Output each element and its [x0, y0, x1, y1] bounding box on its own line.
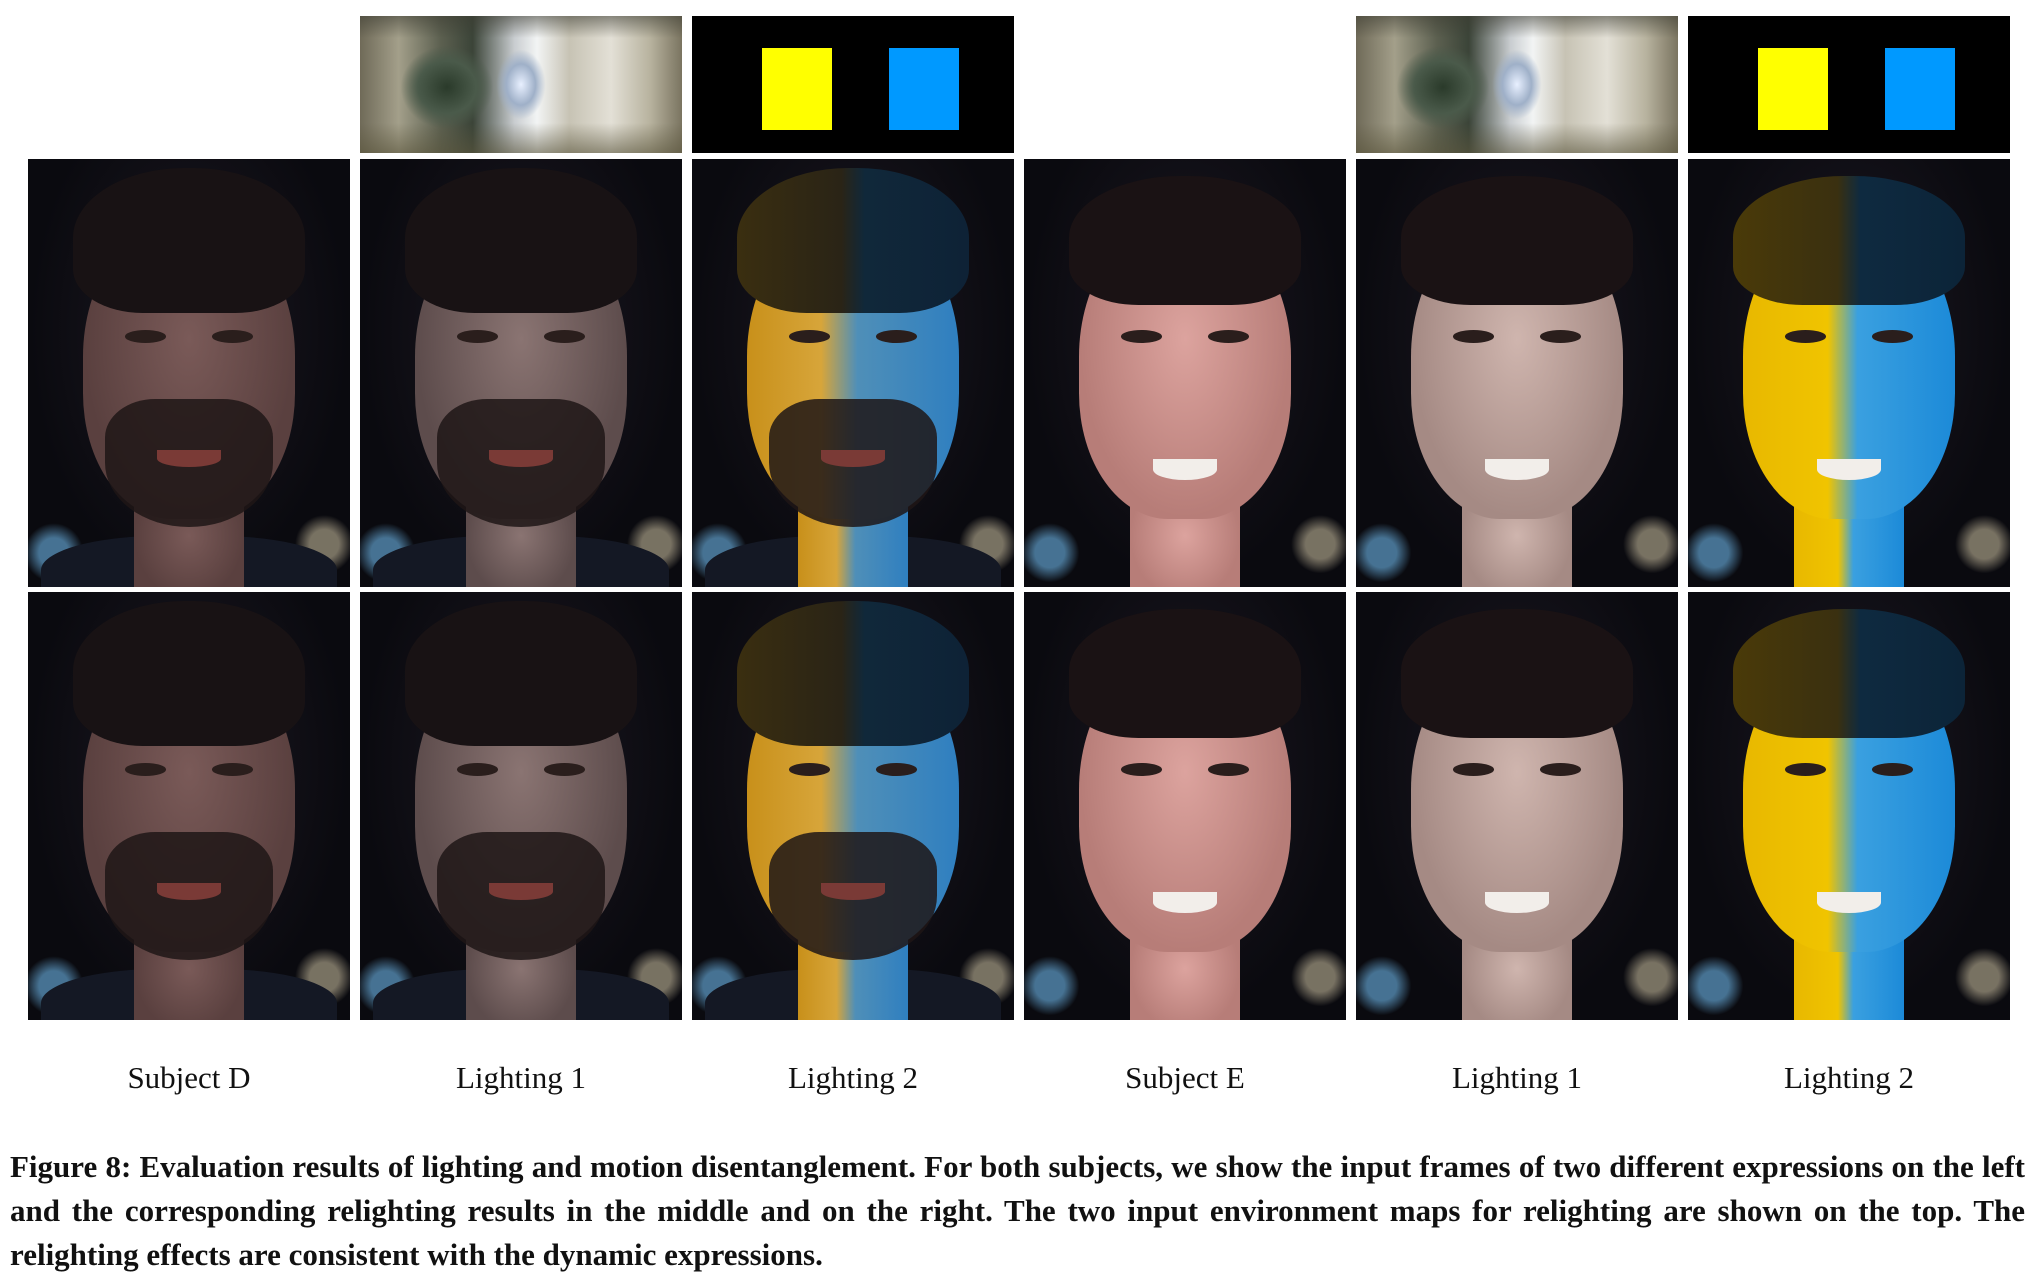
column-label-subject-e: Subject E — [1125, 1060, 1245, 1095]
column-label-subject-d: Subject D — [127, 1060, 251, 1095]
figure-caption: Figure 8: Evaluation results of lighting… — [10, 1149, 2025, 1272]
environment-map-lighting-2-subject-e — [1688, 16, 2010, 153]
blue-light-square — [1885, 48, 1955, 130]
photo-subject-e-lighting-1-expression-1 — [1356, 159, 1678, 587]
environment-map-lighting-1-subject-e — [1356, 16, 1678, 153]
column-label-lighting-1: Lighting 1 — [1451, 1060, 1583, 1095]
photo-subject-d-lighting-1-expression-2 — [360, 592, 682, 1020]
blue-light-square — [889, 48, 959, 130]
environment-map-lighting-2-subject-d — [692, 16, 1014, 153]
column-label-lighting-2: Lighting 2 — [1783, 1060, 1915, 1095]
photo-subject-d-expression-1 — [28, 159, 350, 587]
environment-map-lighting-1-subject-d — [360, 16, 682, 153]
photo-subject-e-lighting-1-expression-2 — [1356, 592, 1678, 1020]
photo-subject-d-lighting-2-expression-2 — [692, 592, 1014, 1020]
photo-subject-e-lighting-2-expression-1 — [1688, 159, 2010, 587]
photo-subject-d-lighting-2-expression-1 — [692, 159, 1014, 587]
yellow-light-square — [1758, 48, 1828, 130]
column-label-lighting-1: Lighting 1 — [455, 1060, 587, 1095]
photo-subject-e-expression-2 — [1024, 592, 1346, 1020]
photo-subject-d-expression-2 — [28, 592, 350, 1020]
column-label-lighting-2: Lighting 2 — [787, 1060, 919, 1095]
photo-subject-e-expression-1 — [1024, 159, 1346, 587]
photo-subject-e-lighting-2-expression-2 — [1688, 592, 2010, 1020]
photo-subject-d-lighting-1-expression-1 — [360, 159, 682, 587]
yellow-light-square — [762, 48, 832, 130]
